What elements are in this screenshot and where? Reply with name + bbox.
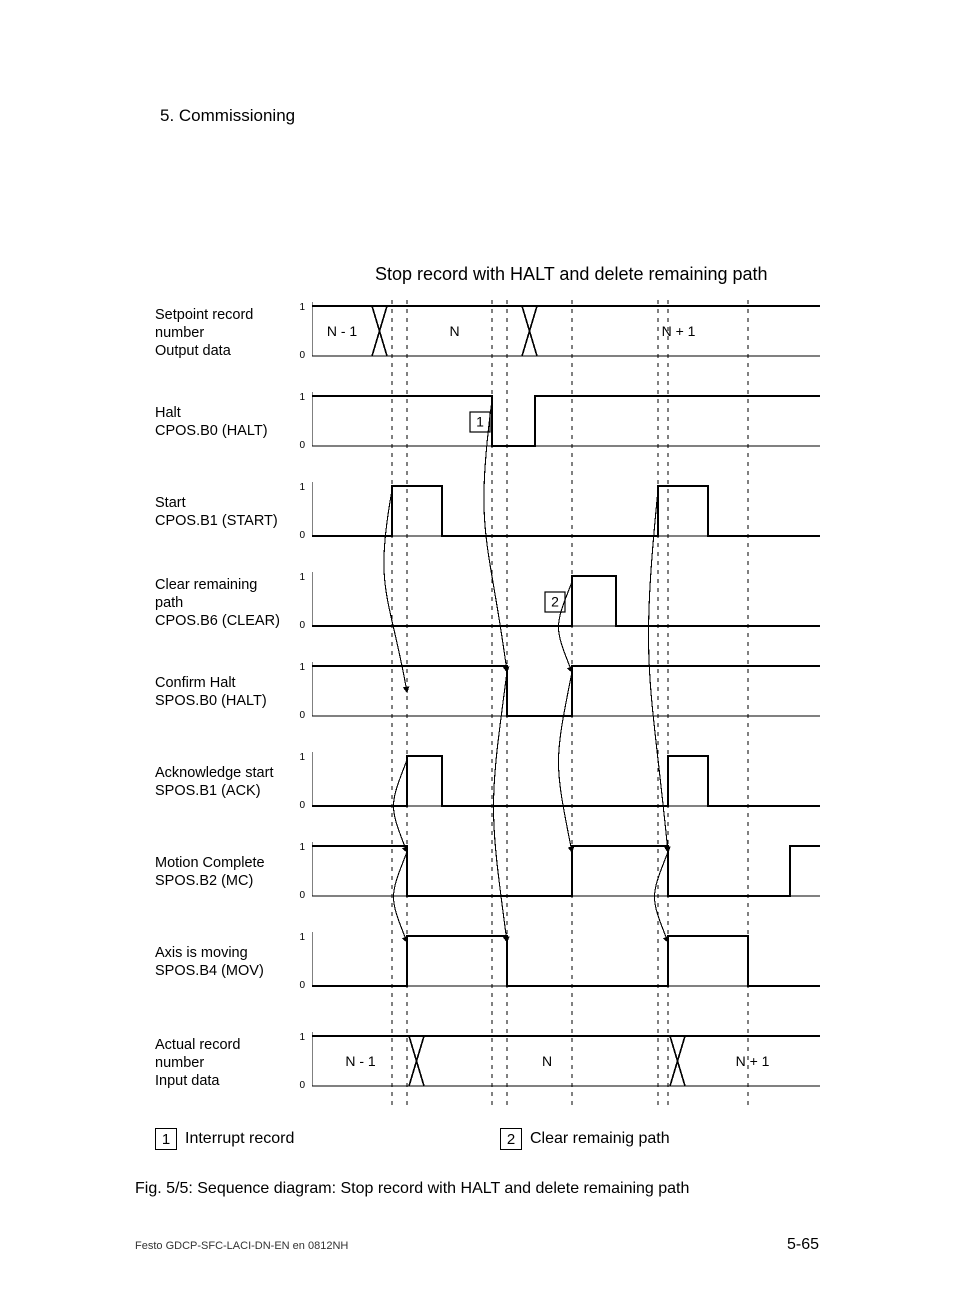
legend-item-2: 2 Clear remainig path (500, 1128, 670, 1150)
tick-label: 1 (285, 392, 305, 403)
tick-label: 1 (285, 482, 305, 493)
svg-text:1: 1 (476, 414, 484, 430)
legend-item-1: 1 Interrupt record (155, 1128, 294, 1150)
tick-label: 0 (285, 980, 305, 991)
signal-label-line: Start (155, 494, 305, 512)
tick-label: 0 (285, 530, 305, 541)
signal-label-line: Axis is moving (155, 944, 305, 962)
svg-text:N: N (542, 1053, 552, 1069)
tick-label: 1 (285, 1032, 305, 1043)
signal-label: Confirm HaltSPOS.B0 (HALT) (155, 674, 305, 710)
signal-label-line: path (155, 594, 305, 612)
tick-label: 0 (285, 440, 305, 451)
signal-label-line: Halt (155, 404, 305, 422)
signal-label-line: SPOS.B2 (MC) (155, 872, 305, 890)
signal-label-line: Clear remaining (155, 576, 305, 594)
tick-label: 0 (285, 890, 305, 901)
tick-label: 1 (285, 572, 305, 583)
signal-label-line: Acknowledge start (155, 764, 305, 782)
timing-diagram: N - 1 N N + 1 N - 1 N N + 1 1 2 (312, 300, 820, 1110)
signal-label: HaltCPOS.B0 (HALT) (155, 404, 305, 440)
signal-label-line: Input data (155, 1072, 305, 1090)
legend-text-1: Interrupt record (185, 1130, 294, 1148)
tick-label: 0 (285, 350, 305, 361)
tick-label: 1 (285, 752, 305, 763)
signal-label-line: Actual record (155, 1036, 305, 1054)
signal-label-line: CPOS.B1 (START) (155, 512, 305, 530)
tick-label: 0 (285, 1080, 305, 1091)
diagram-title: Stop record with HALT and delete remaini… (375, 264, 835, 285)
signal-label-line: Confirm Halt (155, 674, 305, 692)
svg-text:2: 2 (551, 594, 559, 610)
signal-label: Motion CompleteSPOS.B2 (MC) (155, 854, 305, 890)
signal-label-line: number (155, 324, 305, 342)
signal-label-line: SPOS.B1 (ACK) (155, 782, 305, 800)
signal-label-line: CPOS.B0 (HALT) (155, 422, 305, 440)
tick-label: 1 (285, 932, 305, 943)
signal-label-line: SPOS.B4 (MOV) (155, 962, 305, 980)
figure-caption: Fig. 5/5: Sequence diagram: Stop record … (135, 1180, 689, 1198)
signal-label-line: SPOS.B0 (HALT) (155, 692, 305, 710)
legend-box-2: 2 (500, 1128, 522, 1150)
legend-text-2: Clear remainig path (530, 1130, 670, 1148)
signal-label-line: Output data (155, 342, 305, 360)
signal-label: Acknowledge startSPOS.B1 (ACK) (155, 764, 305, 800)
tick-label: 1 (285, 842, 305, 853)
footer-left: Festo GDCP-SFC-LACI-DN-EN en 0812NH (135, 1240, 348, 1252)
svg-text:N - 1: N - 1 (327, 323, 358, 339)
tick-label: 0 (285, 800, 305, 811)
signal-label: Axis is movingSPOS.B4 (MOV) (155, 944, 305, 980)
signal-label: Actual recordnumberInput data (155, 1036, 305, 1090)
tick-label: 0 (285, 710, 305, 721)
svg-text:N: N (449, 323, 459, 339)
svg-text:N + 1: N + 1 (736, 1053, 770, 1069)
tick-label: 1 (285, 302, 305, 313)
svg-text:N - 1: N - 1 (345, 1053, 376, 1069)
page-number: 5-65 (787, 1236, 819, 1254)
signal-label: StartCPOS.B1 (START) (155, 494, 305, 530)
signal-label-line: CPOS.B6 (CLEAR) (155, 612, 305, 630)
tick-label: 1 (285, 662, 305, 673)
signal-label-line: number (155, 1054, 305, 1072)
tick-label: 0 (285, 620, 305, 631)
signal-label: Setpoint recordnumberOutput data (155, 306, 305, 360)
signal-label: Clear remainingpathCPOS.B6 (CLEAR) (155, 576, 305, 630)
svg-text:N + 1: N + 1 (662, 323, 696, 339)
section-header: 5. Commissioning (160, 106, 295, 126)
signal-label-line: Motion Complete (155, 854, 305, 872)
signal-label-line: Setpoint record (155, 306, 305, 324)
legend-box-1: 1 (155, 1128, 177, 1150)
